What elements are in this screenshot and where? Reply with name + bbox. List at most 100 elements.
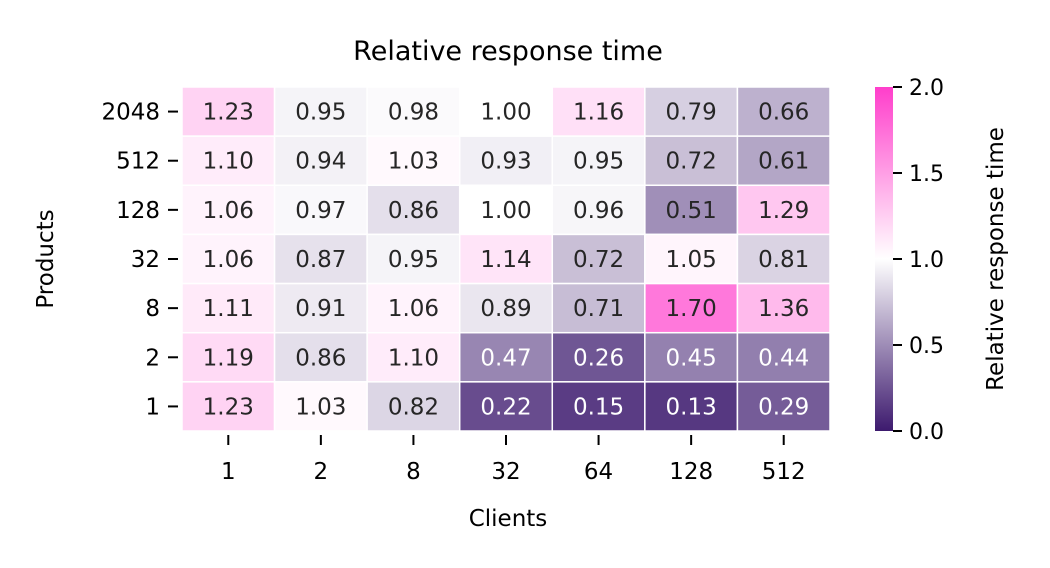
- heatmap-cell: [273, 331, 368, 383]
- colorbar-label: Relative response time: [983, 127, 1009, 391]
- cell-value-label: 0.72: [573, 247, 624, 273]
- heatmap-cell: [181, 331, 276, 383]
- y-tick-label: 2: [145, 345, 160, 371]
- cell-value-label: 0.97: [295, 198, 346, 224]
- cell-value-label: 0.79: [666, 100, 717, 126]
- heatmap-cell: [551, 381, 646, 432]
- cell-value-label: 0.86: [388, 198, 439, 224]
- y-tick-label: 32: [131, 247, 160, 273]
- cell-value-label: 0.95: [295, 100, 346, 126]
- colorbar-tick-label: 0.0: [909, 420, 944, 445]
- cell-value-label: 0.95: [388, 247, 439, 273]
- colorbar-gradient: [875, 87, 893, 431]
- x-tick-label: 128: [669, 459, 713, 485]
- y-tick-label: 2048: [101, 100, 160, 126]
- heatmap-cell: [366, 184, 461, 236]
- heatmap-cell: [273, 86, 368, 137]
- cell-value-label: 1.10: [388, 345, 439, 371]
- heatmap-cell: [551, 331, 646, 383]
- cell-value-label: 1.19: [203, 345, 254, 371]
- y-tick-label: 8: [145, 296, 160, 322]
- cell-value-label: 0.15: [573, 394, 624, 420]
- x-tick-label: 8: [406, 459, 421, 485]
- heatmap-cell: [366, 282, 461, 334]
- cell-value-label: 0.95: [573, 149, 624, 175]
- cell-value-label: 0.66: [758, 100, 809, 126]
- cell-value-label: 0.93: [480, 149, 531, 175]
- cell-value-label: 0.91: [295, 296, 346, 322]
- cell-value-label: 1.11: [203, 296, 254, 322]
- cell-value-label: 0.51: [666, 198, 717, 224]
- x-axis-label: Clients: [469, 506, 548, 532]
- x-tick-label: 512: [762, 459, 806, 485]
- cell-value-label: 1.03: [388, 149, 439, 175]
- cell-value-label: 0.45: [666, 345, 717, 371]
- cell-value-label: 1.03: [295, 394, 346, 420]
- heatmap-cell: [644, 233, 739, 285]
- cell-value-label: 0.13: [666, 394, 717, 420]
- cell-value-label: 1.70: [666, 296, 717, 322]
- cell-value-label: 0.89: [480, 296, 531, 322]
- heatmap-cell: [181, 381, 276, 432]
- heatmap-cell: [458, 184, 554, 236]
- y-tick-label: 1: [145, 394, 160, 420]
- cell-value-label: 0.98: [388, 100, 439, 126]
- heatmap-cell: [736, 184, 831, 236]
- cell-value-label: 0.94: [295, 149, 346, 175]
- cell-value-label: 1.23: [203, 394, 254, 420]
- y-tick-label: 128: [116, 198, 160, 224]
- chart-title: Relative response time: [353, 36, 663, 67]
- cell-value-label: 0.86: [295, 345, 346, 371]
- heatmap-cell: [736, 135, 831, 187]
- cell-value-label: 1.06: [203, 247, 254, 273]
- colorbar-tick-label: 0.5: [909, 334, 944, 359]
- y-axis-label: Products: [33, 209, 59, 308]
- cell-value-label: 1.06: [388, 296, 439, 322]
- cell-value-label: 0.72: [666, 149, 717, 175]
- y-axis-ticks: 2048 512 128 32 8 2 1: [101, 100, 178, 420]
- x-tick-label: 2: [314, 459, 329, 485]
- cell-value-label: 1.36: [758, 296, 809, 322]
- heatmap-cell: [644, 184, 739, 236]
- heatmap-cell: [551, 184, 646, 236]
- colorbar-tick-label: 1.5: [909, 162, 944, 187]
- heatmap-cell: [366, 135, 461, 187]
- heatmap-cell: [181, 282, 276, 334]
- cell-value-label: 0.29: [758, 394, 809, 420]
- heatmap-cell: [458, 381, 554, 432]
- colorbar-tick-label: 2.0: [909, 76, 944, 101]
- y-tick-label: 512: [116, 149, 160, 175]
- x-tick-label: 64: [584, 459, 613, 485]
- cell-value-label: 1.10: [203, 149, 254, 175]
- colorbar: 0.0 0.5 1.0 1.5 2.0: [875, 76, 944, 445]
- heatmap-cell: [736, 381, 831, 432]
- heatmap-cells: 1.23 0.95 0.98 1.00 1.16 0.79 0.66 1.10 0.94 1.03…: [181, 86, 831, 432]
- heatmap-cell: [181, 86, 276, 137]
- cell-value-label: 0.44: [758, 345, 809, 371]
- cell-value-label: 1.06: [203, 198, 254, 224]
- x-axis-ticks: 1 2 8 32 64 128 512: [221, 435, 806, 485]
- heatmap-cell: [644, 381, 739, 432]
- cell-value-label: 0.71: [573, 296, 624, 322]
- heatmap-cell: [181, 233, 276, 285]
- colorbar-tick-label: 1.0: [909, 248, 944, 273]
- cell-value-label: 0.87: [295, 247, 346, 273]
- cell-value-label: 0.47: [480, 345, 531, 371]
- heatmap-cell: [458, 331, 554, 383]
- cell-value-label: 0.26: [573, 345, 624, 371]
- heatmap-cell: [736, 233, 831, 285]
- cell-value-label: 0.81: [758, 247, 809, 273]
- cell-value-label: 0.61: [758, 149, 809, 175]
- heatmap-cell: [181, 135, 276, 187]
- cell-value-label: 1.05: [666, 247, 717, 273]
- cell-value-label: 1.16: [573, 100, 624, 126]
- cell-value-label: 1.00: [480, 100, 531, 126]
- heatmap-cell: [551, 135, 646, 187]
- cell-value-label: 0.82: [388, 394, 439, 420]
- heatmap-cell: [366, 381, 461, 432]
- cell-value-label: 1.23: [203, 100, 254, 126]
- x-tick-label: 1: [221, 459, 236, 485]
- cell-value-label: 1.00: [480, 198, 531, 224]
- heatmap-cell: [273, 184, 368, 236]
